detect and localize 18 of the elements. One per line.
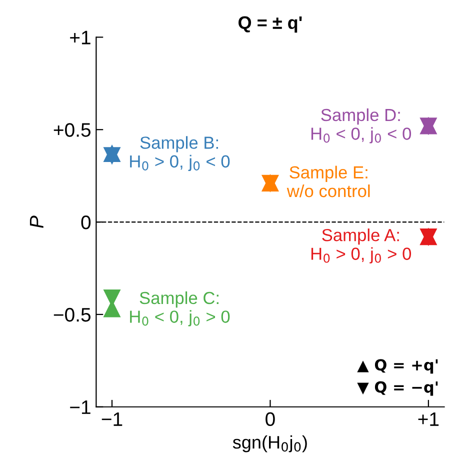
x-tick-label: 0	[266, 412, 275, 426]
y-tick-label: −0.5	[54, 308, 91, 322]
x-axis-title: sgn(H$_{0}$j$_{0}$)	[232, 435, 307, 452]
annotation: Sample C: H$_{0}$ < 0, j$_{0}$ > 0	[130, 291, 230, 326]
y-tick-label: −1	[70, 400, 90, 414]
annotation: ▼ Q = −q'	[357, 381, 438, 396]
y-tick-label: +1	[70, 30, 90, 44]
annotation: Sample D: H$_{0}$ < 0, j$_{0}$ < 0	[311, 108, 412, 144]
annotation: Sample E: w/o control	[286, 166, 370, 198]
x-tick-label: −1	[102, 412, 122, 426]
x-tick-label: +1	[418, 412, 439, 426]
y-tick-label: +0.5	[54, 123, 91, 137]
annotation: Sample A: H$_{0}$ > 0, j$_{0}$ > 0	[311, 228, 412, 264]
chart-title: Q = ± q'	[238, 16, 302, 33]
annotation: ▲ Q = +q'	[357, 359, 438, 374]
annotation: Sample B: H$_{0}$ > 0, j$_{0}$ < 0	[130, 136, 230, 172]
y-tick-label: 0	[81, 216, 91, 230]
y-axis-title: P	[30, 216, 44, 228]
